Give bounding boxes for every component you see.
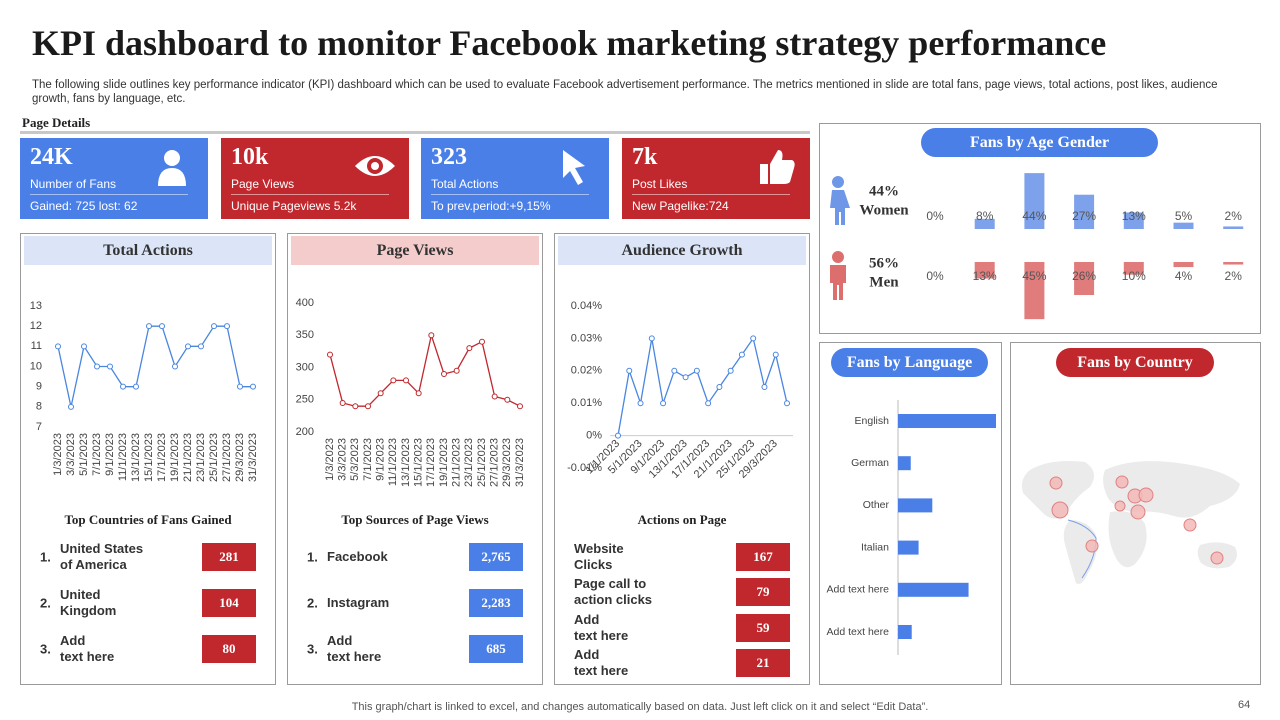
kpi-label: Total Actions <box>431 177 499 191</box>
panel <box>819 123 1261 334</box>
kpi-value: 24K <box>30 144 73 170</box>
kpi-card: 24K Number of Fans Gained: 725 lost: 62 <box>20 138 208 219</box>
kpi-rule <box>30 194 188 195</box>
table-value: 21 <box>736 649 790 677</box>
kpi-icon <box>553 146 597 188</box>
panel <box>287 233 543 685</box>
table-value: 59 <box>736 614 790 642</box>
table-rank: 2. <box>40 595 51 611</box>
kpi-rule <box>632 194 790 195</box>
table-rank: 3. <box>40 641 51 657</box>
chart-title: Page Views <box>291 236 539 265</box>
section-rule <box>20 131 810 134</box>
table-label: Facebook <box>327 549 388 564</box>
table-value: 104 <box>202 589 256 617</box>
table-label: United States of America <box>60 541 144 572</box>
chart-title: Audience Growth <box>558 236 806 265</box>
table-title: Top Countries of Fans Gained <box>64 512 232 527</box>
table-value: 167 <box>736 543 790 571</box>
kpi-icon <box>353 146 397 188</box>
table-label: Website Clicks <box>574 541 624 572</box>
footer: This graph/chart is linked to excel, and… <box>351 701 929 713</box>
kpi-rule <box>231 194 389 195</box>
table-rank: 1. <box>307 549 318 565</box>
kpi-label: Post Likes <box>632 177 688 191</box>
kpi-icon <box>754 146 798 188</box>
kpi-card: 323 Total Actions To prev.period:+9,15% <box>421 138 609 219</box>
panel <box>1010 342 1261 685</box>
table-label: Add text here <box>60 633 115 664</box>
table-value: 2,283 <box>469 589 523 617</box>
table-title: Top Sources of Page Views <box>341 512 489 527</box>
table-rank: 2. <box>307 595 318 611</box>
description: The following slide outlines key perform… <box>32 79 1218 105</box>
table-label: Instagram <box>327 595 390 610</box>
icon <box>158 150 186 186</box>
table-label: Page call to action clicks <box>574 576 653 607</box>
icon <box>355 156 395 176</box>
chart-title: Fans by Language <box>831 348 988 377</box>
table-value: 281 <box>202 543 256 571</box>
kpi-icon <box>152 146 196 188</box>
kpi-card: 7k Post Likes New Pagelike:724 <box>622 138 810 219</box>
panel <box>20 233 276 685</box>
table-rank: 1. <box>40 549 51 565</box>
kpi-value: 10k <box>231 144 269 170</box>
kpi-label: Number of Fans <box>30 177 117 191</box>
kpi-detail: New Pagelike:724 <box>632 199 729 213</box>
kpi-label: Page Views <box>231 177 295 191</box>
panel <box>554 233 810 685</box>
table-label: Add text here <box>574 612 629 643</box>
table-rank: 3. <box>307 641 318 657</box>
table-value: 80 <box>202 635 256 663</box>
panel <box>819 342 1002 685</box>
table-label: Add text here <box>574 647 629 678</box>
kpi-detail: Gained: 725 lost: 62 <box>30 199 138 213</box>
section-label: Page Details <box>22 115 91 130</box>
kpi-value: 323 <box>431 144 467 170</box>
table-label: Add text here <box>327 633 382 664</box>
icon <box>563 150 585 185</box>
slide-title: KPI dashboard to monitor Facebook market… <box>32 23 1107 63</box>
kpi-detail: To prev.period:+9,15% <box>431 199 551 213</box>
kpi-card: 10k Page Views Unique Pageviews 5.2k <box>221 138 409 219</box>
table-label: United Kingdom <box>60 587 117 618</box>
chart-title: Fans by Age Gender <box>921 128 1158 157</box>
chart-title: Total Actions <box>24 236 272 265</box>
table-value: 685 <box>469 635 523 663</box>
page-number: 64 <box>1238 699 1251 711</box>
table-value: 2,765 <box>469 543 523 571</box>
kpi-detail: Unique Pageviews 5.2k <box>231 199 357 213</box>
icon <box>760 150 795 184</box>
table-title: Actions on Page <box>637 512 727 527</box>
kpi-rule <box>431 194 589 195</box>
kpi-value: 7k <box>632 144 658 170</box>
table-value: 79 <box>736 578 790 606</box>
map-title: Fans by Country <box>1056 348 1214 377</box>
